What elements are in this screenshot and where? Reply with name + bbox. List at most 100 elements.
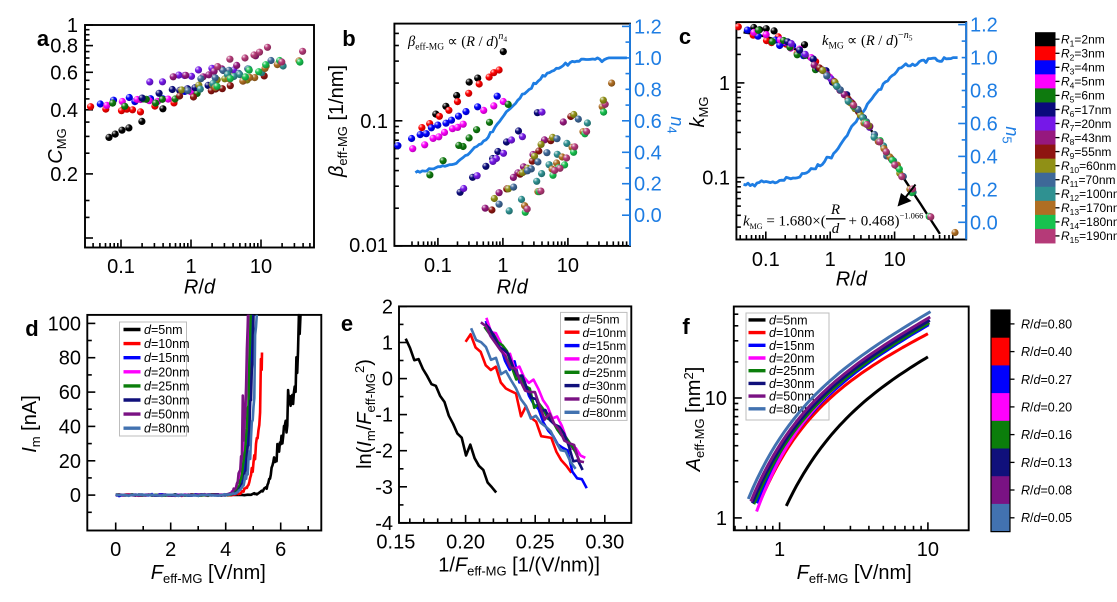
svg-text:10: 10 xyxy=(705,388,727,410)
svg-text:R1=2nm: R1=2nm xyxy=(1061,33,1105,49)
svg-text:0.2: 0.2 xyxy=(50,164,78,186)
svg-text:R8=43nm: R8=43nm xyxy=(1061,131,1111,147)
svg-text:0.1: 0.1 xyxy=(360,111,388,133)
svg-text:d=80nm: d=80nm xyxy=(583,406,627,420)
svg-text:6: 6 xyxy=(275,539,286,561)
svg-text:0.01: 0.01 xyxy=(349,235,388,257)
svg-text:Feff-MG​ [V/nm]: Feff-MG​ [V/nm] xyxy=(151,562,266,586)
svg-text:R6=17nm: R6=17nm xyxy=(1061,103,1111,119)
svg-text:R/d=0.40: R/d=0.40 xyxy=(1021,345,1072,359)
svg-text:0.2: 0.2 xyxy=(970,179,998,201)
svg-text:10: 10 xyxy=(917,539,939,561)
svg-text:βeff-MG​ [1/nm]: βeff-MG​ [1/nm] xyxy=(326,65,350,178)
svg-text:R9=55nm: R9=55nm xyxy=(1061,145,1111,161)
svg-text:R2=3nm: R2=3nm xyxy=(1061,47,1105,63)
svg-text:d=30nm: d=30nm xyxy=(144,394,190,408)
svg-text:d=20nm: d=20nm xyxy=(144,365,190,379)
svg-text:d=20nm: d=20nm xyxy=(769,352,815,366)
svg-text:d: d xyxy=(832,221,840,237)
svg-text:d=15nm: d=15nm xyxy=(583,339,627,353)
svg-text:0.6: 0.6 xyxy=(50,62,78,84)
svg-text:0.15: 0.15 xyxy=(376,532,415,554)
svg-text:R12=100nm: R12=100nm xyxy=(1061,187,1117,203)
svg-text:0.1: 0.1 xyxy=(702,168,730,190)
svg-text:-1: -1 xyxy=(375,405,393,427)
svg-text:1.0: 1.0 xyxy=(970,48,998,70)
svg-text:1/Feff-MG​ [1/(V/nm)]: 1/Feff-MG​ [1/(V/nm)] xyxy=(438,555,600,579)
svg-text:R/d: R/d xyxy=(184,277,216,299)
svg-text:d=30nm: d=30nm xyxy=(769,377,815,391)
svg-text:R/d=0.27: R/d=0.27 xyxy=(1021,373,1072,387)
svg-text:80: 80 xyxy=(59,348,81,370)
svg-text:0.2: 0.2 xyxy=(634,174,662,196)
svg-text:1: 1 xyxy=(67,15,78,37)
svg-text:R4=5nm: R4=5nm xyxy=(1061,75,1105,91)
svg-text:R5=6nm: R5=6nm xyxy=(1061,89,1105,105)
svg-text:0.25: 0.25 xyxy=(516,532,555,554)
svg-text:0.1: 0.1 xyxy=(424,255,452,277)
svg-text:1.2: 1.2 xyxy=(634,16,662,38)
svg-text:1: 1 xyxy=(497,255,508,277)
svg-text:100: 100 xyxy=(48,313,81,335)
svg-text:10: 10 xyxy=(883,249,905,271)
svg-text:0.1: 0.1 xyxy=(752,249,780,271)
svg-text:kMG = 1.680×(: kMG = 1.680×( xyxy=(743,214,826,232)
svg-text:d=80nm: d=80nm xyxy=(144,422,190,436)
svg-text:1: 1 xyxy=(719,73,730,95)
svg-text:d=50nm: d=50nm xyxy=(769,390,815,404)
svg-text:1: 1 xyxy=(716,508,727,530)
svg-text:d=5nm: d=5nm xyxy=(583,312,620,326)
svg-text:CMG​: CMG​ xyxy=(45,128,69,163)
svg-text:d=30nm: d=30nm xyxy=(583,379,627,393)
svg-text:R/d=0.08: R/d=0.08 xyxy=(1021,484,1072,498)
svg-text:a: a xyxy=(37,26,50,51)
svg-text:n4: n4 xyxy=(665,116,688,133)
svg-text:0.20: 0.20 xyxy=(446,532,485,554)
svg-text:R/d=0.16: R/d=0.16 xyxy=(1021,428,1072,442)
svg-text:f: f xyxy=(682,314,690,339)
svg-text:R/d=0.13: R/d=0.13 xyxy=(1021,456,1072,470)
svg-text:1: 1 xyxy=(185,256,196,278)
svg-text:d=50nm: d=50nm xyxy=(583,393,627,407)
svg-text:0.6: 0.6 xyxy=(970,113,998,135)
svg-text:R3=4nm: R3=4nm xyxy=(1061,61,1105,77)
svg-text:d=25nm: d=25nm xyxy=(583,366,627,380)
svg-text:0: 0 xyxy=(70,485,81,507)
svg-text:e: e xyxy=(341,311,353,336)
svg-text:kMG ∝ (R / d)−n5: kMG ∝ (R / d)−n5 xyxy=(822,30,913,52)
svg-text:kMG​: kMG​ xyxy=(687,97,711,128)
svg-text:R/d: R/d xyxy=(836,269,868,291)
svg-text:-3: -3 xyxy=(375,477,393,499)
svg-text:2: 2 xyxy=(165,539,176,561)
svg-text:2: 2 xyxy=(382,296,393,318)
svg-text:d=5nm: d=5nm xyxy=(144,323,183,337)
svg-text:d=15nm: d=15nm xyxy=(144,351,190,365)
svg-text:R7=20nm: R7=20nm xyxy=(1061,117,1111,133)
svg-text:0.4: 0.4 xyxy=(634,142,662,164)
svg-text:R: R xyxy=(830,202,840,218)
svg-text:n5: n5 xyxy=(1000,126,1023,143)
svg-text:R15=190nm: R15=190nm xyxy=(1061,229,1117,245)
svg-text:0.8: 0.8 xyxy=(50,36,78,58)
svg-text:R11=70nm: R11=70nm xyxy=(1061,173,1116,189)
svg-text:0.0: 0.0 xyxy=(634,205,662,227)
svg-text:10: 10 xyxy=(250,256,272,278)
svg-text:0.4: 0.4 xyxy=(50,100,78,122)
svg-text:R/d=0.20: R/d=0.20 xyxy=(1021,400,1072,414)
svg-text:1: 1 xyxy=(774,539,785,561)
svg-text:0.8: 0.8 xyxy=(970,81,998,103)
svg-text:R10=60nm: R10=60nm xyxy=(1061,159,1116,175)
svg-text:R/d=0.05: R/d=0.05 xyxy=(1021,511,1072,525)
svg-text:0.0: 0.0 xyxy=(970,212,998,234)
svg-text:R/d=0.80: R/d=0.80 xyxy=(1021,317,1072,331)
svg-text:b: b xyxy=(342,26,355,51)
svg-text:0: 0 xyxy=(110,539,121,561)
svg-text:10: 10 xyxy=(557,255,579,277)
svg-text:1.2: 1.2 xyxy=(970,15,998,37)
svg-text:R/d: R/d xyxy=(497,277,529,299)
svg-text:d=10nm: d=10nm xyxy=(583,326,627,340)
svg-text:40: 40 xyxy=(59,416,81,438)
svg-text:1: 1 xyxy=(825,249,836,271)
svg-text:d=50nm: d=50nm xyxy=(144,408,190,422)
svg-text:0.30: 0.30 xyxy=(585,532,624,554)
